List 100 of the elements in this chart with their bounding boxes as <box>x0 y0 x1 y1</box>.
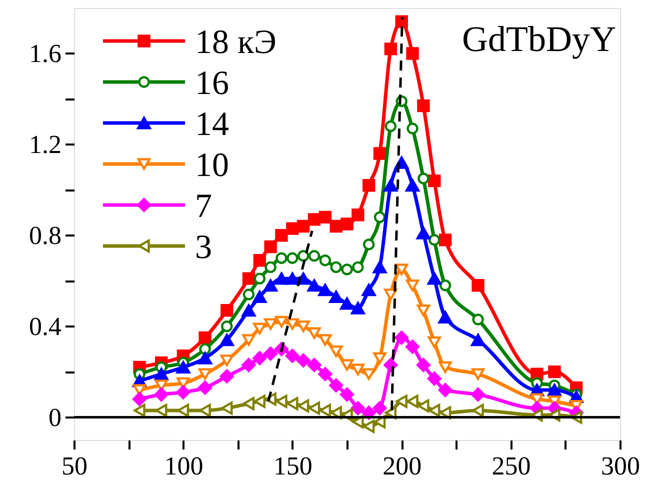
point <box>417 99 430 112</box>
point <box>341 264 353 276</box>
point <box>330 345 343 358</box>
point <box>428 174 441 188</box>
point <box>547 384 562 396</box>
point <box>374 415 386 428</box>
point <box>340 359 354 371</box>
point <box>471 334 486 346</box>
point <box>252 351 267 366</box>
point <box>307 279 322 292</box>
point <box>374 211 386 224</box>
point <box>308 213 321 226</box>
legend-label: 3 <box>195 229 212 266</box>
point <box>428 404 440 418</box>
point <box>297 399 310 412</box>
point <box>352 261 364 274</box>
point <box>406 394 418 408</box>
point <box>418 399 430 412</box>
point <box>340 297 354 310</box>
point <box>198 331 212 344</box>
point <box>242 358 256 372</box>
point <box>254 272 266 284</box>
point <box>318 210 332 224</box>
point <box>372 401 387 416</box>
point <box>254 394 266 408</box>
point <box>276 252 288 264</box>
point <box>176 385 190 400</box>
point <box>242 397 255 410</box>
point <box>427 272 442 285</box>
point <box>264 346 278 361</box>
point <box>275 229 288 242</box>
point <box>285 272 300 285</box>
legend-label: 18 кЭ <box>195 24 276 61</box>
point <box>352 208 364 222</box>
x-tick-label: 150 <box>273 452 312 480</box>
point <box>154 368 168 380</box>
point <box>340 218 354 230</box>
point <box>330 261 342 274</box>
point <box>471 368 485 380</box>
point <box>329 378 344 392</box>
point <box>362 284 376 296</box>
point <box>176 377 190 389</box>
point <box>242 288 255 300</box>
point <box>176 361 190 374</box>
y-tick-label: 0 <box>48 402 62 432</box>
point <box>352 415 364 428</box>
point <box>384 179 398 192</box>
point <box>286 222 299 235</box>
annotation: GdTbDyY <box>462 19 616 59</box>
point <box>319 404 332 418</box>
point <box>438 382 452 397</box>
point <box>242 304 256 317</box>
point <box>177 404 190 418</box>
point <box>384 42 398 56</box>
point <box>242 334 256 346</box>
point <box>351 364 364 376</box>
legend-label: 7 <box>195 188 212 225</box>
point <box>285 348 300 363</box>
point <box>134 404 146 418</box>
point <box>286 397 298 410</box>
point <box>253 322 266 334</box>
point <box>439 406 452 420</box>
point <box>264 279 278 292</box>
point <box>406 340 420 354</box>
x-tick-label: 50 <box>62 452 88 480</box>
point <box>221 402 233 415</box>
point <box>198 368 212 380</box>
point <box>416 358 430 372</box>
point <box>286 252 298 264</box>
point <box>350 302 365 314</box>
point <box>198 380 212 395</box>
point <box>472 279 484 292</box>
point <box>156 404 168 418</box>
point <box>373 352 386 364</box>
point <box>319 254 332 266</box>
point <box>438 234 452 246</box>
x-tick-label: 300 <box>601 452 640 480</box>
legend-label: 16 <box>195 65 229 102</box>
point <box>296 320 310 332</box>
point <box>318 334 332 346</box>
point <box>439 280 452 292</box>
point <box>362 179 376 192</box>
point <box>373 147 386 160</box>
point <box>329 290 344 303</box>
x-tick-label: 200 <box>382 452 422 480</box>
legend-label: 10 <box>195 147 229 184</box>
point <box>472 314 484 326</box>
point <box>362 368 376 380</box>
point <box>132 392 147 406</box>
point <box>264 318 278 330</box>
x-tick-label: 100 <box>164 452 204 480</box>
point <box>395 264 408 276</box>
point <box>221 320 233 332</box>
point <box>198 352 212 364</box>
point <box>548 365 561 378</box>
point <box>274 272 288 285</box>
point <box>318 367 332 382</box>
point <box>530 393 544 405</box>
point <box>330 220 342 233</box>
point <box>418 172 430 184</box>
